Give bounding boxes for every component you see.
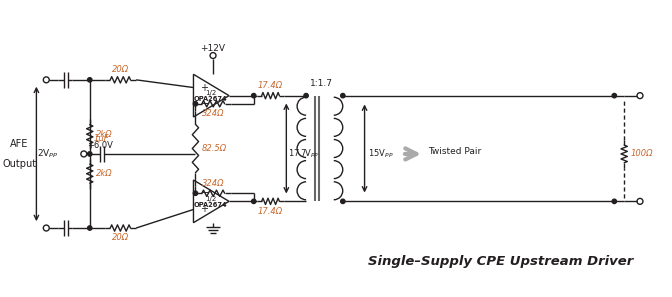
- Text: 20Ω: 20Ω: [112, 233, 129, 242]
- Text: 2kΩ: 2kΩ: [95, 130, 112, 139]
- Circle shape: [304, 94, 308, 98]
- Text: OPA2674: OPA2674: [194, 202, 227, 208]
- Text: 15V$_{PP}$: 15V$_{PP}$: [368, 148, 393, 160]
- Text: 2kΩ: 2kΩ: [95, 169, 112, 178]
- Circle shape: [341, 94, 345, 98]
- Text: 324Ω: 324Ω: [202, 109, 224, 118]
- Circle shape: [87, 152, 92, 156]
- Circle shape: [87, 78, 92, 82]
- Circle shape: [194, 102, 198, 106]
- Circle shape: [612, 94, 616, 98]
- Text: 1/2: 1/2: [205, 195, 216, 201]
- Circle shape: [194, 191, 198, 195]
- Text: +6.0V: +6.0V: [87, 141, 113, 150]
- Circle shape: [341, 199, 345, 203]
- Text: 17.7V$_{PP}$: 17.7V$_{PP}$: [288, 148, 320, 160]
- Text: 2V$_{PP}$: 2V$_{PP}$: [38, 148, 59, 160]
- Text: 17.4Ω: 17.4Ω: [258, 81, 283, 90]
- Text: −: −: [200, 99, 210, 109]
- Circle shape: [251, 199, 256, 203]
- Text: +12V: +12V: [200, 44, 226, 53]
- Text: 1μF: 1μF: [94, 134, 110, 143]
- Text: 100Ω: 100Ω: [630, 149, 653, 158]
- Text: +: +: [200, 204, 208, 214]
- Text: 1:1.7: 1:1.7: [310, 79, 333, 88]
- Text: 324Ω: 324Ω: [202, 179, 224, 188]
- Circle shape: [87, 226, 92, 230]
- Text: Single–Supply CPE Upstream Driver: Single–Supply CPE Upstream Driver: [368, 255, 633, 268]
- Text: OPA2674: OPA2674: [194, 96, 227, 102]
- Circle shape: [251, 94, 256, 98]
- Circle shape: [612, 199, 616, 203]
- Text: 1/2: 1/2: [205, 90, 216, 96]
- Text: Twisted Pair: Twisted Pair: [428, 147, 481, 157]
- Text: AFE: AFE: [11, 139, 29, 149]
- Text: 20Ω: 20Ω: [112, 65, 129, 75]
- Text: −: −: [200, 188, 210, 198]
- Text: 82.5Ω: 82.5Ω: [202, 144, 226, 153]
- Text: +: +: [200, 83, 208, 93]
- Text: 17.4Ω: 17.4Ω: [258, 207, 283, 216]
- Text: Output: Output: [3, 159, 37, 169]
